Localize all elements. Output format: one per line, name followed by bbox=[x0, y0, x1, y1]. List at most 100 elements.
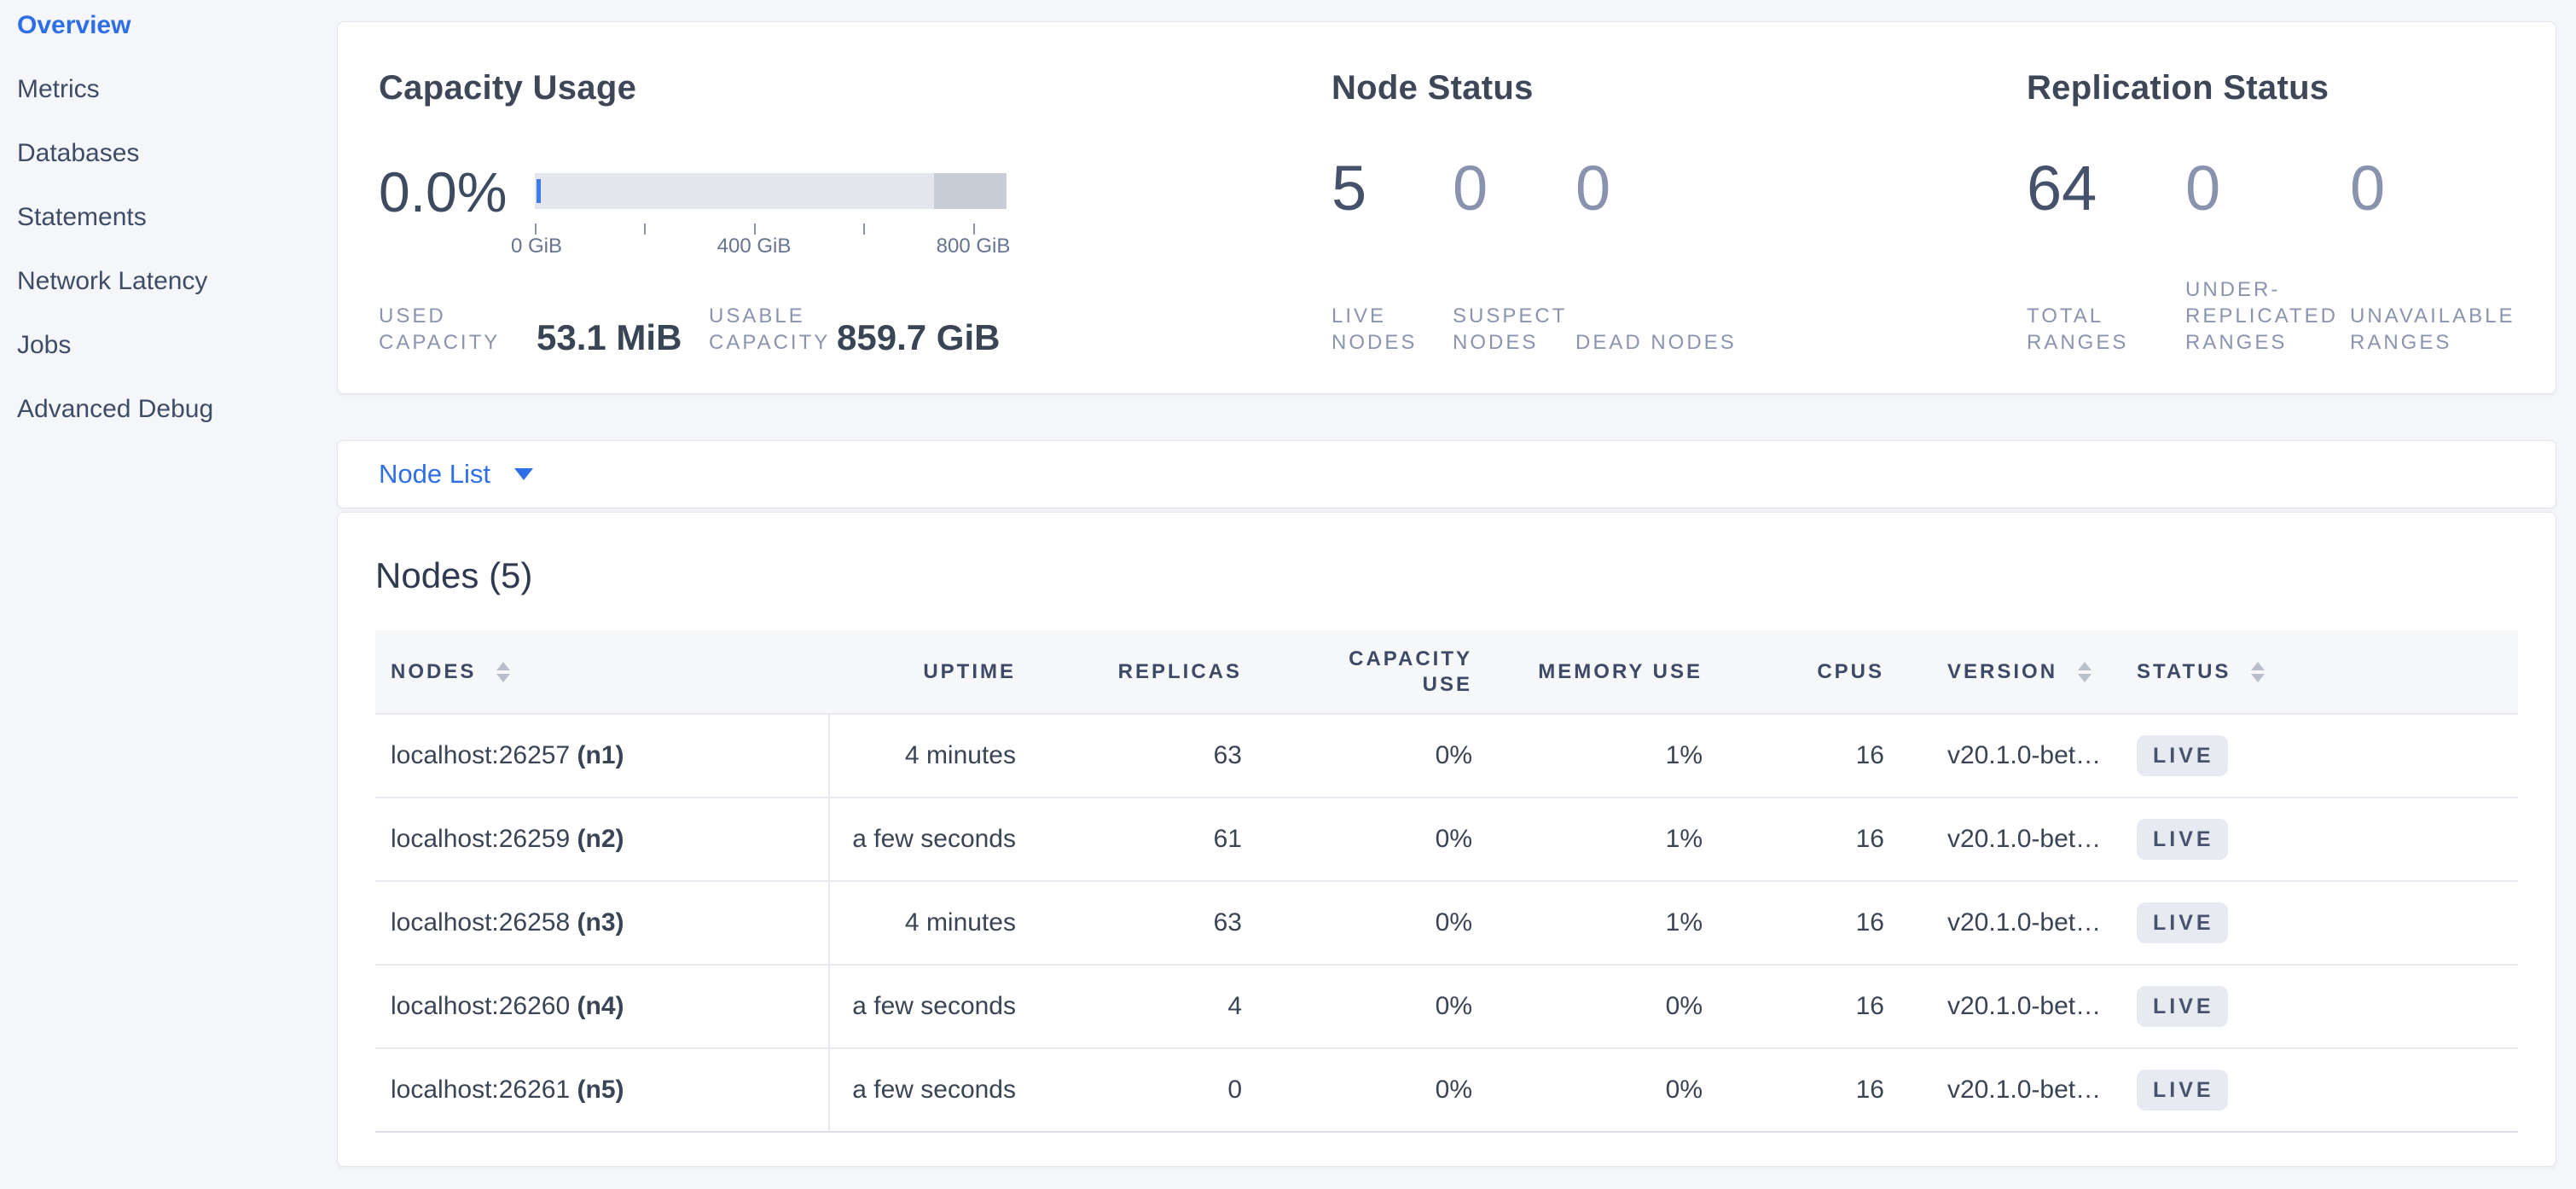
sidebar-item-statements[interactable]: Statements bbox=[17, 185, 324, 249]
table-row[interactable]: localhost:26258 (n3) 4 minutes 63 0% 1% … bbox=[375, 880, 2518, 965]
sidebar-item-advanced-debug[interactable]: Advanced Debug bbox=[17, 377, 324, 441]
version-cell: v20.1.0-bet… bbox=[1884, 1047, 2137, 1133]
cpus-cell: 16 bbox=[1703, 713, 1884, 798]
capacity-bar-other-segment bbox=[933, 173, 1007, 209]
suspect-nodes-label: SUSPECT NODES bbox=[1453, 304, 1567, 354]
axis-tick bbox=[644, 223, 646, 235]
table-row[interactable]: localhost:26260 (n4) a few seconds 4 0% … bbox=[375, 964, 2518, 1048]
capacity-bar: 0 GiB 400 GiB 800 GiB bbox=[511, 173, 1010, 260]
column-header-memory-use[interactable]: MEMORY USE bbox=[1472, 630, 1735, 714]
status-cell: LIVE bbox=[2137, 1047, 2518, 1133]
replicas-cell: 4 bbox=[1016, 964, 1242, 1048]
table-row[interactable]: localhost:26261 (n5) a few seconds 0 0% … bbox=[375, 1047, 2518, 1133]
axis-tick bbox=[754, 223, 756, 235]
axis-label-0gib: 0 GiB bbox=[510, 235, 563, 258]
cpus-cell: 16 bbox=[1703, 964, 1884, 1048]
suspect-nodes-stat: 0 SUSPECT NODES bbox=[1453, 156, 1575, 356]
version-cell: v20.1.0-bet… bbox=[1884, 964, 2137, 1048]
column-header-cpus[interactable]: CPUS bbox=[1703, 630, 1917, 714]
axis-label-800gib: 800 GiB bbox=[936, 235, 1011, 258]
sidebar-item-label: Metrics bbox=[17, 74, 100, 103]
nodes-table-header: NODES UPTIME REPLICAS CAPACITY USE MEMOR… bbox=[375, 630, 2518, 714]
capacity-bar-used-tick bbox=[537, 179, 541, 203]
under-replicated-ranges-stat: 0 UNDER-REPLICATED RANGES bbox=[2185, 153, 2350, 356]
node-list-dropdown-label: Node List bbox=[379, 459, 490, 489]
memory-use-cell: 0% bbox=[1472, 964, 1703, 1048]
sidebar-item-metrics[interactable]: Metrics bbox=[17, 57, 324, 121]
table-row[interactable]: localhost:26257 (n1) 4 minutes 63 0% 1% … bbox=[375, 713, 2518, 798]
axis-tick bbox=[535, 223, 537, 235]
node-status-panel: Node Status 5 LIVE NODES 0 SUSPECT NODES… bbox=[1332, 22, 2014, 393]
column-header-replicas[interactable]: REPLICAS bbox=[1016, 630, 1274, 714]
sidebar-item-overview[interactable]: Overview bbox=[17, 0, 324, 57]
memory-use-cell: 1% bbox=[1472, 880, 1703, 965]
status-badge: LIVE bbox=[2137, 819, 2228, 860]
nodes-table-card: Nodes (5) NODES UPTIME REPLICAS bbox=[337, 512, 2556, 1167]
uptime-cell: 4 minutes bbox=[829, 880, 1016, 965]
sidebar-item-label: Overview bbox=[17, 10, 131, 39]
memory-use-cell: 1% bbox=[1472, 797, 1703, 881]
used-capacity-label: USED CAPACITY bbox=[379, 304, 501, 354]
sidebar-item-label: Jobs bbox=[17, 330, 72, 359]
cpus-cell: 16 bbox=[1703, 1047, 1884, 1133]
replication-status-stats: 64 TOTAL RANGES 0 UNDER-REPLICATED RANGE… bbox=[2027, 153, 2546, 356]
usable-capacity-label: USABLE CAPACITY bbox=[709, 304, 831, 354]
sort-icon bbox=[496, 661, 511, 682]
replicas-cell: 0 bbox=[1016, 1047, 1242, 1133]
sidebar-item-jobs[interactable]: Jobs bbox=[17, 313, 324, 377]
status-cell: LIVE bbox=[2137, 964, 2518, 1048]
under-replicated-ranges-value: 0 bbox=[2185, 153, 2221, 223]
unavailable-ranges-value: 0 bbox=[2350, 153, 2386, 223]
dead-nodes-label: DEAD NODES bbox=[1575, 331, 1737, 354]
uptime-cell: 4 minutes bbox=[829, 713, 1016, 798]
column-header-version[interactable]: VERSION bbox=[1884, 630, 2137, 714]
used-capacity-value: 53.1 MiB bbox=[537, 317, 682, 357]
sidebar-item-label: Advanced Debug bbox=[17, 394, 214, 423]
under-replicated-ranges-label: UNDER-REPLICATED RANGES bbox=[2185, 278, 2338, 354]
sidebar: Overview Metrics Databases Statements Ne… bbox=[0, 0, 324, 441]
status-badge: LIVE bbox=[2137, 735, 2228, 776]
node-address-cell: localhost:26259 (n2) bbox=[375, 797, 830, 881]
column-header-nodes[interactable]: NODES bbox=[375, 630, 829, 714]
usable-capacity-value: 859.7 GiB bbox=[837, 317, 1001, 357]
capacity-use-cell: 0% bbox=[1242, 797, 1472, 881]
table-row[interactable]: localhost:26259 (n2) a few seconds 61 0%… bbox=[375, 797, 2518, 881]
capacity-use-cell: 0% bbox=[1242, 964, 1472, 1048]
total-ranges-label: TOTAL RANGES bbox=[2027, 304, 2129, 354]
node-address-cell: localhost:26260 (n4) bbox=[375, 964, 830, 1048]
memory-use-cell: 1% bbox=[1472, 713, 1703, 798]
capacity-used-percent: 0.0% bbox=[379, 160, 508, 223]
sidebar-nav-list: Overview Metrics Databases Statements Ne… bbox=[17, 0, 324, 441]
node-status-stats: 5 LIVE NODES 0 SUSPECT NODES 0 DEAD NODE… bbox=[1332, 153, 1763, 356]
dead-nodes-value: 0 bbox=[1575, 153, 1611, 223]
column-header-capacity-use[interactable]: CAPACITY USE bbox=[1242, 630, 1505, 714]
axis-tick bbox=[973, 223, 975, 235]
node-list-dropdown[interactable]: Node List bbox=[379, 441, 533, 508]
status-cell: LIVE bbox=[2137, 797, 2518, 881]
unavailable-ranges-label: UNAVAILABLE RANGES bbox=[2350, 304, 2515, 354]
unavailable-ranges-stat: 0 UNAVAILABLE RANGES bbox=[2350, 153, 2546, 356]
live-nodes-label: LIVE NODES bbox=[1332, 304, 1418, 354]
replicas-cell: 61 bbox=[1016, 797, 1242, 881]
live-nodes-stat: 5 LIVE NODES bbox=[1332, 153, 1453, 356]
total-ranges-stat: 64 TOTAL RANGES bbox=[2027, 156, 2185, 356]
replication-status-title: Replication Status bbox=[2027, 69, 2329, 107]
status-cell: LIVE bbox=[2137, 713, 2518, 798]
sort-icon bbox=[2077, 661, 2092, 682]
live-nodes-value: 5 bbox=[1332, 153, 1367, 223]
sidebar-item-network-latency[interactable]: Network Latency bbox=[17, 249, 324, 313]
version-cell: v20.1.0-bet… bbox=[1884, 713, 2137, 798]
cpus-cell: 16 bbox=[1703, 880, 1884, 965]
nodes-table-title: Nodes (5) bbox=[375, 555, 533, 595]
sidebar-item-databases[interactable]: Databases bbox=[17, 121, 324, 185]
sidebar-item-label: Network Latency bbox=[17, 266, 208, 295]
replication-status-panel: Replication Status 64 TOTAL RANGES 0 UND… bbox=[2027, 22, 2556, 393]
column-header-uptime[interactable]: UPTIME bbox=[829, 630, 1048, 714]
axis-label-400gib: 400 GiB bbox=[717, 235, 792, 258]
uptime-cell: a few seconds bbox=[829, 964, 1016, 1048]
column-header-status[interactable]: STATUS bbox=[2137, 630, 2518, 714]
nodes-table-body: localhost:26257 (n1) 4 minutes 63 0% 1% … bbox=[375, 713, 2518, 1133]
cluster-summary-card: Capacity Usage 0.0% 0 GiB 400 GiB 800 Gi… bbox=[337, 21, 2556, 394]
replicas-cell: 63 bbox=[1016, 713, 1242, 798]
